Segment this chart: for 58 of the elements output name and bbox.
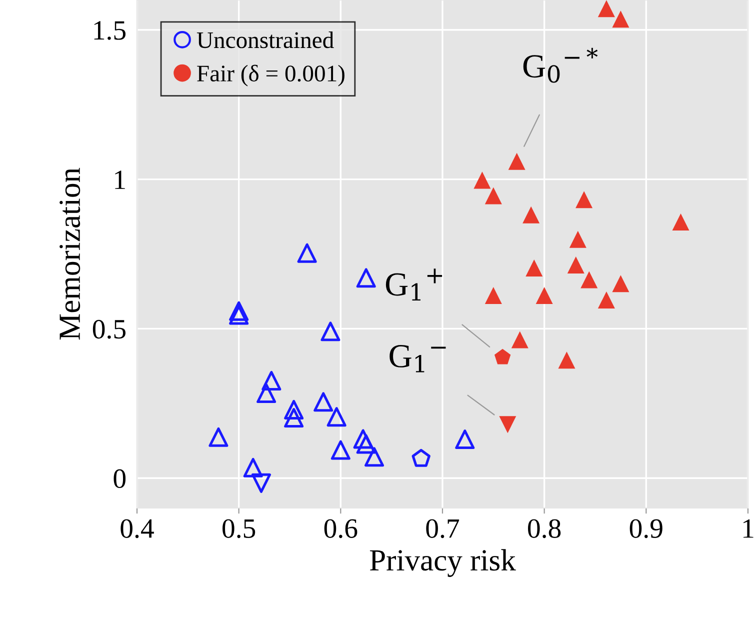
point bbox=[208, 427, 228, 447]
point bbox=[494, 348, 511, 364]
point bbox=[511, 331, 528, 348]
point bbox=[320, 322, 340, 342]
x-tick-label: 0.9 bbox=[630, 519, 662, 538]
y-tick-label: 0 bbox=[114, 469, 126, 488]
point bbox=[314, 392, 334, 412]
point bbox=[229, 305, 249, 325]
point bbox=[229, 301, 249, 321]
annotation: G$_{0}$$^{−*}$ bbox=[523, 48, 598, 83]
point bbox=[580, 271, 598, 288]
point bbox=[484, 187, 502, 204]
point bbox=[522, 206, 540, 224]
x-tick-label: 0.6 bbox=[324, 519, 358, 538]
point bbox=[484, 287, 502, 304]
point bbox=[284, 408, 304, 428]
point bbox=[598, 292, 615, 309]
point bbox=[330, 440, 350, 460]
point bbox=[455, 430, 475, 450]
point bbox=[353, 429, 373, 449]
point bbox=[598, 0, 615, 18]
y-tick-label: 1.5 bbox=[94, 21, 126, 40]
point bbox=[569, 230, 586, 248]
x-tick-label: 0.4 bbox=[120, 519, 154, 538]
point bbox=[526, 260, 543, 277]
x-tick-label: 1 bbox=[743, 519, 754, 538]
point bbox=[297, 243, 317, 263]
point bbox=[672, 214, 690, 231]
point bbox=[474, 172, 491, 189]
point bbox=[243, 458, 263, 478]
x-tick-label: 0.5 bbox=[222, 519, 256, 538]
y-tick-label: 1 bbox=[115, 170, 125, 189]
point bbox=[576, 191, 593, 208]
point bbox=[612, 275, 630, 292]
point bbox=[567, 256, 584, 274]
point bbox=[356, 434, 376, 454]
annotation: G$_{1}$$^{+}$ bbox=[386, 268, 442, 301]
point bbox=[412, 448, 430, 467]
point bbox=[251, 473, 271, 493]
point bbox=[612, 10, 630, 28]
point bbox=[262, 370, 282, 390]
point bbox=[536, 287, 553, 304]
point bbox=[284, 400, 304, 420]
y-tick-label: 0.5 bbox=[92, 320, 126, 339]
x-tick-label: 0.7 bbox=[426, 519, 460, 538]
point bbox=[558, 352, 576, 369]
x-tick-label: 0.8 bbox=[528, 519, 561, 538]
point bbox=[356, 268, 376, 288]
point bbox=[508, 152, 526, 170]
point bbox=[256, 383, 276, 403]
point bbox=[364, 447, 384, 467]
legend-label: Unconstrained bbox=[196, 32, 334, 48]
x-axis-title: Privacy risk bbox=[370, 549, 516, 577]
annotation: G$_{1}$$^{−}$ bbox=[390, 345, 446, 372]
legend-label: Fair (δ = 0.001) bbox=[197, 64, 344, 86]
y-axis-title: Memorization bbox=[60, 168, 80, 340]
point bbox=[326, 407, 346, 427]
point bbox=[499, 416, 516, 434]
